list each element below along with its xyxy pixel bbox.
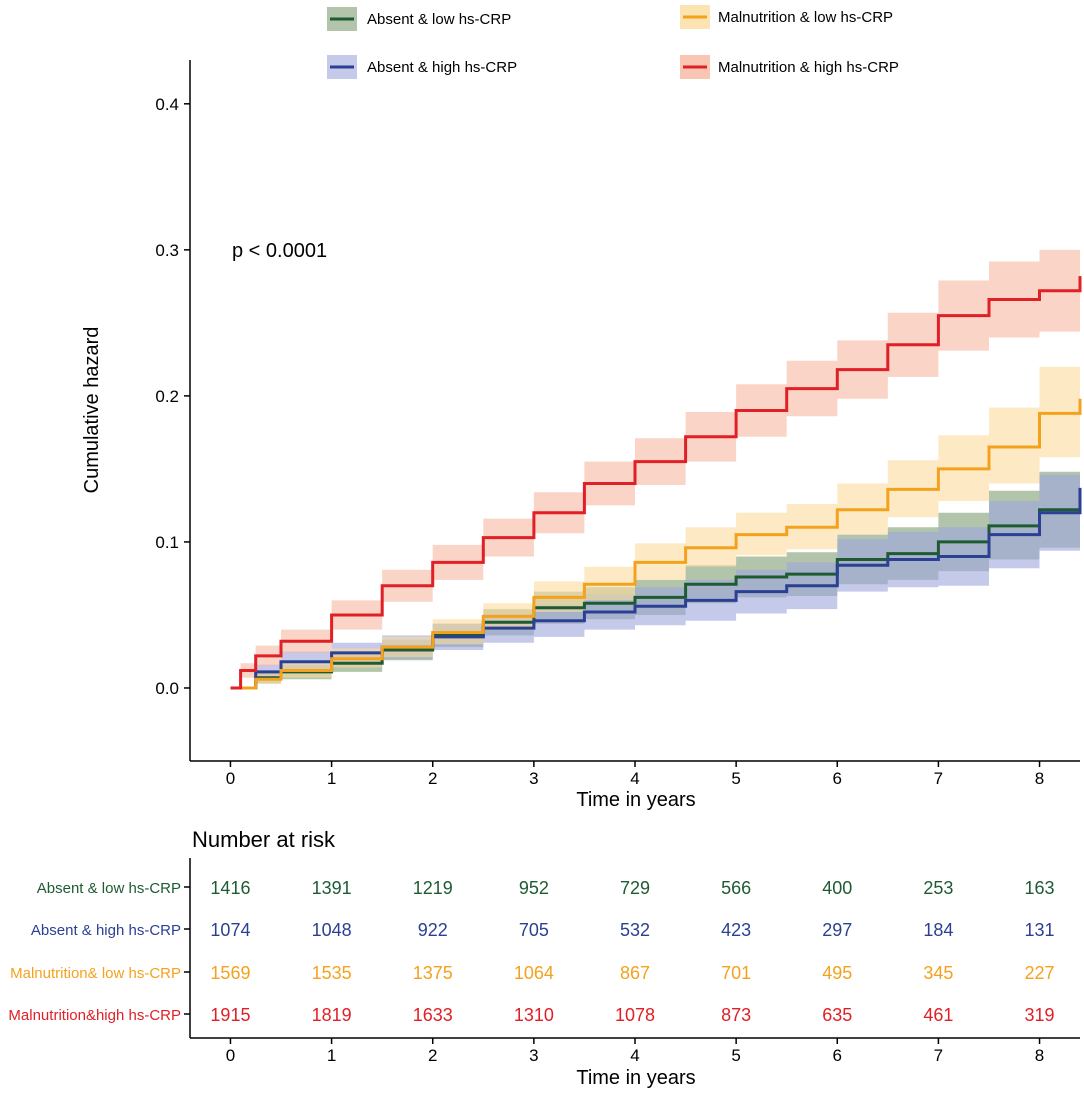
risk-cell-1-5: 423	[721, 920, 751, 940]
risk-x-tick-label-8: 8	[1035, 1046, 1044, 1065]
x-tick-label-4: 4	[630, 769, 639, 788]
p-value-annotation: p < 0.0001	[232, 240, 327, 262]
legend: Absent & low hs-CRP Absent & high hs-CRP…	[327, 5, 899, 79]
risk-cell-3-6: 635	[822, 1005, 852, 1025]
risk-x-tick-label-1: 1	[327, 1046, 336, 1065]
risk-table-x-ticks: 0 1 2 3 4 5 6 7 8	[226, 1038, 1044, 1065]
x-tick-label-7: 7	[934, 769, 943, 788]
risk-cell-1-3: 705	[519, 920, 549, 940]
risk-table-title: Number at risk	[192, 827, 336, 852]
legend-label-malnutrition-low: Malnutrition & low hs-CRP	[718, 9, 893, 26]
risk-cell-3-2: 1633	[413, 1005, 453, 1025]
risk-x-tick-label-4: 4	[630, 1046, 639, 1065]
risk-x-tick-label-3: 3	[529, 1046, 538, 1065]
risk-table: Number at risk Absent & low hs-CRP 1416 13…	[8, 827, 1080, 1089]
risk-cell-0-2: 1219	[413, 878, 453, 898]
risk-cell-0-0: 1416	[210, 878, 250, 898]
band-malnutrition-low-hs-crp	[230, 344, 1080, 688]
risk-cell-0-3: 952	[519, 878, 549, 898]
risk-table-x-axis-title: Time in years	[576, 1067, 695, 1089]
confidence-bands	[230, 223, 1080, 688]
risk-x-tick-label-5: 5	[731, 1046, 740, 1065]
x-axis: 0 1 2 3 4 5 6 7 8 Time in years	[190, 760, 1080, 811]
y-axis-title: Cumulative hazard	[81, 327, 103, 494]
risk-x-tick-label-0: 0	[226, 1046, 235, 1065]
risk-cell-2-4: 867	[620, 963, 650, 983]
x-tick-label-0: 0	[226, 769, 235, 788]
risk-row-label-malnutrition-high-hs-crp: Malnutrition&high hs-CRP	[8, 1007, 181, 1024]
risk-row-label-absent-low-hs-crp: Absent & low hs-CRP	[37, 880, 181, 897]
legend-item-absent-low[interactable]: Absent & low hs-CRP	[327, 7, 511, 31]
y-tick-label-3: 0.3	[155, 241, 179, 260]
risk-cell-0-7: 253	[923, 878, 953, 898]
risk-x-tick-label-6: 6	[833, 1046, 842, 1065]
x-tick-label-2: 2	[428, 769, 437, 788]
risk-cell-0-5: 566	[721, 878, 751, 898]
risk-cell-3-3: 1310	[514, 1005, 554, 1025]
legend-item-malnutrition-low[interactable]: Malnutrition & low hs-CRP	[680, 5, 893, 29]
risk-cell-1-0: 1074	[210, 920, 250, 940]
risk-x-tick-label-2: 2	[428, 1046, 437, 1065]
risk-cell-2-2: 1375	[413, 963, 453, 983]
risk-cell-2-6: 495	[822, 963, 852, 983]
risk-cell-1-2: 922	[418, 920, 448, 940]
x-tick-label-3: 3	[529, 769, 538, 788]
risk-cell-1-1: 1048	[312, 920, 352, 940]
x-tick-label-1: 1	[327, 769, 336, 788]
risk-table-rows: Absent & low hs-CRP 1416 1391 1219 952 729 566…	[8, 878, 1054, 1025]
risk-cell-1-4: 532	[620, 920, 650, 940]
risk-cell-2-8: 227	[1025, 963, 1055, 983]
legend-item-absent-high[interactable]: Absent & high hs-CRP	[327, 55, 517, 79]
y-tick-label-4: 0.4	[155, 95, 179, 114]
risk-cell-3-1: 1819	[312, 1005, 352, 1025]
hazard-lines	[230, 276, 1082, 690]
band-malnutrition-high-hs-crp	[230, 223, 1080, 688]
risk-cell-2-5: 701	[721, 963, 751, 983]
y-tick-label-0: 0.0	[155, 679, 179, 698]
line-absent-high-hs-crp	[230, 487, 1082, 690]
x-ticks: 0 1 2 3 4 5 6 7 8	[226, 761, 1044, 788]
risk-cell-0-8: 163	[1025, 878, 1055, 898]
x-tick-label-6: 6	[833, 769, 842, 788]
y-axis: 0.0 0.1 0.2 0.3 0.4 Cumulative hazard	[81, 60, 191, 761]
y-tick-label-1: 0.1	[155, 533, 179, 552]
legend-label-malnutrition-high: Malnutrition & high hs-CRP	[718, 59, 899, 76]
risk-cell-2-1: 1535	[312, 963, 352, 983]
x-tick-label-5: 5	[731, 769, 740, 788]
y-tick-label-2: 0.2	[155, 387, 179, 406]
risk-cell-0-4: 729	[620, 878, 650, 898]
risk-cell-1-7: 184	[923, 920, 953, 940]
legend-label-absent-low: Absent & low hs-CRP	[367, 11, 511, 28]
risk-cell-2-0: 1569	[210, 963, 250, 983]
risk-cell-1-6: 297	[822, 920, 852, 940]
risk-cell-3-7: 461	[923, 1005, 953, 1025]
risk-cell-2-7: 345	[923, 963, 953, 983]
risk-cell-3-4: 1078	[615, 1005, 655, 1025]
legend-label-absent-high: Absent & high hs-CRP	[367, 59, 517, 76]
risk-row-label-malnutrition-low-hs-crp: Malnutrition& low hs-CRP	[10, 965, 181, 982]
line-malnutrition-low-hs-crp	[230, 398, 1082, 690]
risk-cell-0-1: 1391	[312, 878, 352, 898]
y-ticks: 0.0 0.1 0.2 0.3 0.4	[155, 95, 190, 698]
risk-row-label-absent-high-hs-crp: Absent & high hs-CRP	[31, 922, 181, 939]
risk-cell-3-5: 873	[721, 1005, 751, 1025]
risk-cell-3-8: 319	[1025, 1005, 1055, 1025]
risk-cell-2-3: 1064	[514, 963, 554, 983]
line-malnutrition-high-hs-crp	[230, 276, 1082, 690]
x-tick-label-8: 8	[1035, 769, 1044, 788]
risk-cell-1-8: 131	[1025, 920, 1055, 940]
risk-x-tick-label-7: 7	[934, 1046, 943, 1065]
x-axis-title: Time in years	[576, 789, 695, 811]
legend-item-malnutrition-high[interactable]: Malnutrition & high hs-CRP	[680, 55, 899, 79]
risk-cell-0-6: 400	[822, 878, 852, 898]
risk-cell-3-0: 1915	[210, 1005, 250, 1025]
